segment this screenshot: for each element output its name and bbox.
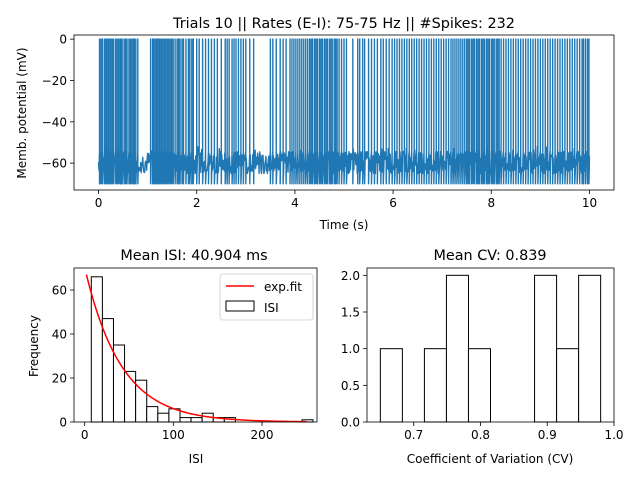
x-tick-label: 1.0 [604, 428, 623, 442]
x-tick-label: 0.7 [404, 428, 423, 442]
panel2-y-label: Frequency [27, 315, 41, 377]
y-tick-label: −60 [42, 157, 67, 171]
y-tick-label: 0.5 [341, 379, 360, 393]
x-tick-label: 0.8 [471, 428, 490, 442]
panel3-x-ticks: 0.7 0.8 0.9 1.0 [404, 422, 624, 442]
x-tick-label: 200 [251, 428, 274, 442]
membrane-potential-panel: Trials 10 || Rates (E-I): 75-75 Hz || #S… [15, 16, 615, 232]
x-tick-label: 100 [162, 428, 185, 442]
membrane-potential-trace [97, 38, 591, 185]
panel2-legend: exp.fit ISI [219, 273, 314, 321]
x-tick-label: 4 [291, 196, 299, 210]
panel2-frame [73, 267, 318, 423]
y-tick-label: 0 [59, 33, 67, 47]
y-tick-label: 60 [52, 284, 67, 298]
y-tick-label: 2.0 [341, 269, 360, 283]
panel1-x-ticks: 0 2 4 6 8 10 [95, 190, 597, 210]
panel2-y-ticks: 0 20 40 60 [52, 284, 74, 430]
y-tick-label: 20 [52, 372, 67, 386]
panel1-x-label: Time (s) [319, 218, 369, 232]
x-tick-label: 10 [582, 196, 597, 210]
y-tick-label: −40 [42, 115, 67, 129]
cv-histogram-panel: Mean CV: 0.839 0.7 0.8 0.9 1.0 0.0 0.5 1.0 1.5… [341, 248, 624, 466]
panel1-y-label: Memb. potential (mV) [15, 47, 29, 178]
panel2-title: Mean ISI: 40.904 ms [120, 248, 267, 264]
panel1-title: Trials 10 || Rates (E-I): 75-75 Hz || #S… [172, 16, 515, 32]
exp-fit-curve [85, 274, 307, 423]
cv-bar [578, 274, 602, 423]
isi-bar [179, 417, 192, 423]
y-tick-label: 0 [59, 416, 67, 430]
cv-bar [423, 348, 447, 423]
panel1-plot-area [97, 38, 591, 185]
legend-isi-swatch [225, 300, 255, 312]
x-tick-label: 0 [95, 196, 103, 210]
panel2-x-ticks: 0 100 200 [81, 422, 274, 442]
panel3-frame [366, 267, 615, 423]
cv-bar [556, 348, 580, 423]
isi-bar [124, 370, 137, 423]
panel3-x-label: Coefficient of Variation (CV) [407, 452, 574, 466]
isi-bar [101, 318, 114, 423]
isi-bar [190, 417, 203, 423]
cv-bar [445, 274, 469, 423]
x-tick-label: 0.9 [538, 428, 557, 442]
cv-bar [379, 348, 403, 423]
panel1-y-ticks: 0 −20 −40 −60 [42, 33, 74, 171]
y-tick-label: 0.0 [341, 416, 360, 430]
y-tick-label: 40 [52, 328, 67, 342]
isi-bar [146, 406, 159, 423]
cv-bar [467, 348, 492, 423]
panel1-frame [73, 34, 615, 191]
panel3-plot-area [379, 274, 602, 423]
panel2-x-label: ISI [189, 452, 204, 466]
y-tick-label: −20 [42, 74, 67, 88]
cv-bar [534, 274, 558, 423]
legend-isi-label: ISI [264, 301, 279, 315]
x-tick-label: 2 [193, 196, 201, 210]
x-tick-label: 8 [487, 196, 495, 210]
legend-fit-label: exp.fit [264, 280, 302, 294]
x-tick-label: 6 [389, 196, 397, 210]
y-tick-label: 1.5 [341, 306, 360, 320]
y-tick-label: 1.0 [341, 342, 360, 356]
x-tick-label: 0 [81, 428, 89, 442]
isi-bar [157, 412, 170, 423]
panel3-y-ticks: 0.0 0.5 1.0 1.5 2.0 [341, 269, 367, 430]
panel3-title: Mean CV: 0.839 [433, 248, 546, 264]
